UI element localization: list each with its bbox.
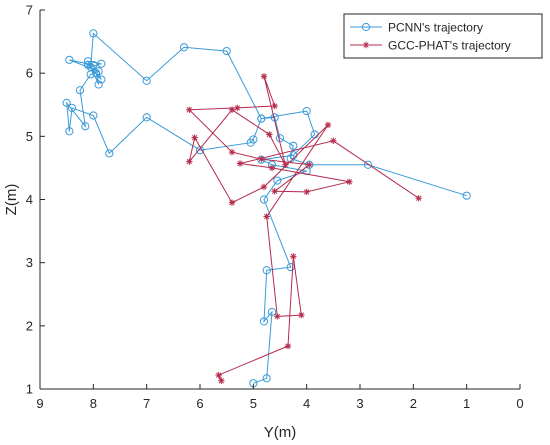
series-1-point bbox=[273, 176, 282, 185]
series-2-point bbox=[306, 161, 313, 168]
series-1-point bbox=[67, 103, 77, 113]
y-tick-label: 6 bbox=[26, 66, 33, 81]
series-2-point bbox=[284, 342, 292, 350]
series-2-point bbox=[191, 134, 198, 141]
series-1-point bbox=[262, 266, 271, 275]
series-1-point bbox=[83, 60, 93, 70]
legend-label: GCC-PHAT's trajectory bbox=[388, 39, 511, 53]
series-2-line bbox=[188, 76, 419, 382]
series-2-point bbox=[268, 164, 276, 172]
series-1-point bbox=[65, 127, 74, 136]
plot-area bbox=[62, 29, 471, 388]
series-1-point bbox=[302, 106, 311, 116]
series-1-point bbox=[75, 86, 85, 95]
series-2-point bbox=[215, 371, 222, 379]
axis-ticks: 9 8 7 6 5 4 3 2 1 0 1 2 3 4 5 6 7 bbox=[26, 3, 524, 412]
series-2-point bbox=[263, 213, 270, 220]
x-tick-label: 9 bbox=[36, 396, 43, 411]
series-1-point bbox=[89, 60, 98, 70]
series-1-point bbox=[62, 98, 71, 107]
series-2-point bbox=[271, 188, 278, 195]
series-1-point bbox=[262, 374, 271, 383]
series-1-point bbox=[246, 138, 255, 147]
series-2-point bbox=[274, 313, 281, 320]
x-tick-label: 8 bbox=[90, 396, 97, 411]
series-2-point bbox=[186, 158, 193, 165]
y-tick-label: 2 bbox=[26, 318, 33, 333]
series-2-point bbox=[346, 178, 353, 186]
x-tick-label: 3 bbox=[356, 396, 363, 411]
x-tick-label: 4 bbox=[303, 396, 310, 411]
series-1-point bbox=[105, 149, 114, 158]
series-2-point bbox=[186, 106, 193, 114]
legend: PCNN's trajectory GCC-PHAT's trajectory bbox=[343, 13, 543, 59]
series-2-point bbox=[258, 155, 265, 163]
y-tick-label: 3 bbox=[26, 255, 33, 270]
series-1-point bbox=[267, 307, 277, 317]
series-1-point bbox=[363, 160, 373, 169]
series-2-point bbox=[228, 199, 236, 206]
series-1-point bbox=[462, 191, 471, 200]
legend-marker bbox=[361, 22, 371, 32]
x-tick-label: 0 bbox=[516, 396, 523, 411]
series-2-point bbox=[290, 253, 297, 260]
series-1-point bbox=[302, 166, 311, 176]
series-1-point bbox=[179, 43, 189, 52]
series-1-point bbox=[89, 111, 98, 120]
series-2-point bbox=[234, 104, 241, 112]
series-1-point bbox=[257, 114, 266, 123]
series-1-point bbox=[97, 75, 106, 84]
series-2-point bbox=[282, 161, 289, 168]
x-tick-label: 7 bbox=[143, 396, 150, 411]
series-2 bbox=[186, 73, 422, 384]
x-axis-label: Y(m) bbox=[264, 424, 297, 441]
legend-marker bbox=[362, 41, 370, 49]
x-tick-label: 6 bbox=[196, 396, 203, 411]
y-axis-label: Z(m) bbox=[3, 184, 20, 216]
y-tick-label: 4 bbox=[26, 192, 33, 207]
series-1-point bbox=[91, 69, 101, 78]
y-tick-label: 5 bbox=[26, 129, 33, 144]
x-tick-label: 5 bbox=[250, 396, 257, 411]
series-2-point bbox=[324, 121, 332, 129]
series-1-point bbox=[65, 55, 74, 65]
series-1 bbox=[62, 29, 471, 388]
series-2-point bbox=[228, 148, 236, 156]
y-tick-label: 7 bbox=[26, 3, 33, 18]
series-2-point bbox=[303, 188, 310, 196]
series-1-point bbox=[142, 76, 151, 85]
series-2-point bbox=[260, 183, 268, 191]
series-1-point bbox=[259, 317, 269, 326]
series-2-point bbox=[260, 73, 268, 80]
series-1-point bbox=[94, 80, 103, 89]
series-2-point bbox=[228, 106, 236, 114]
series-2-point bbox=[298, 311, 305, 319]
series-2-point bbox=[330, 137, 337, 144]
series-1-point bbox=[94, 67, 103, 76]
y-tick-label: 1 bbox=[26, 382, 33, 397]
series-2-point bbox=[218, 377, 225, 384]
series-1-point bbox=[222, 46, 231, 56]
series-1-point bbox=[86, 62, 95, 71]
series-2-point bbox=[266, 131, 273, 138]
series-1-point bbox=[89, 29, 98, 38]
legend-label: PCNN's trajectory bbox=[388, 21, 483, 35]
legend-box bbox=[343, 13, 543, 59]
series-2-point bbox=[271, 102, 278, 110]
series-1-point bbox=[259, 195, 269, 204]
x-tick-label: 1 bbox=[463, 396, 470, 411]
axes-frame bbox=[39, 10, 520, 390]
series-2-point bbox=[415, 195, 422, 202]
series-1-point bbox=[289, 141, 298, 150]
series-1-point bbox=[81, 122, 90, 131]
x-tick-label: 2 bbox=[410, 396, 417, 411]
series-2-point bbox=[236, 160, 244, 167]
series-1-point bbox=[142, 113, 151, 122]
series-1-point bbox=[97, 59, 106, 68]
